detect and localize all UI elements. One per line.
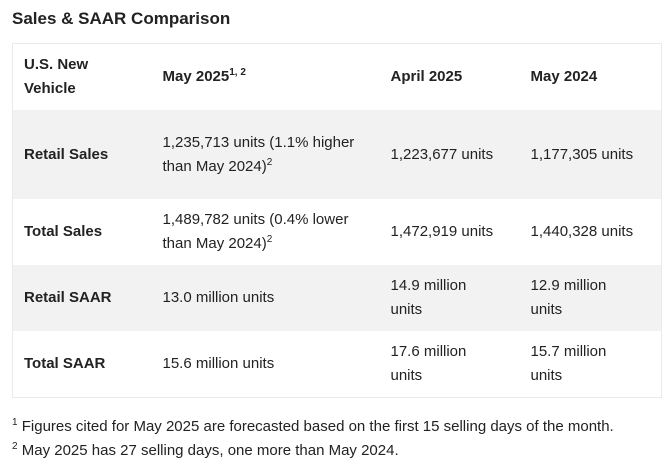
header-may-2025: May 20251, 2 bbox=[162, 67, 246, 86]
header-vehicle: U.S. New Vehicle bbox=[24, 56, 89, 97]
cell-may-2025: 15.6 million units bbox=[162, 355, 275, 372]
cell-may-2025: 13.0 million units bbox=[162, 289, 275, 306]
cell-april-2025: 14.9 million units bbox=[390, 277, 467, 318]
cell-april-2025: 1,223,677 units bbox=[390, 145, 494, 163]
row-label: Total Sales bbox=[24, 223, 103, 240]
header-april-2025: April 2025 bbox=[390, 68, 463, 85]
cell-april-2025: 17.6 million units bbox=[390, 343, 467, 384]
cell-may-2024: 1,440,328 units bbox=[530, 223, 634, 240]
table-header-row: U.S. New Vehicle May 20251, 2 April 2025… bbox=[13, 44, 662, 111]
header-may-2024: May 2024 bbox=[530, 68, 598, 85]
table-row: Total SAAR 15.6 million units 17.6 milli… bbox=[13, 331, 662, 398]
sales-saar-table: U.S. New Vehicle May 20251, 2 April 2025… bbox=[12, 43, 662, 398]
table-row: Retail Sales 1,235,713 units (1.1% highe… bbox=[12, 110, 662, 199]
cell-may-2024: 1,177,305 units bbox=[530, 145, 634, 163]
page-title: Sales & SAAR Comparison bbox=[12, 9, 231, 28]
table-row: Total Sales 1,489,782 units (0.4% lower … bbox=[13, 199, 662, 265]
row-label: Retail Sales bbox=[24, 145, 109, 163]
footnote-1: 1 Figures cited for May 2025 are forecas… bbox=[12, 417, 614, 436]
row-label: Total SAAR bbox=[24, 355, 106, 372]
row-label: Retail SAAR bbox=[24, 289, 112, 306]
footnote-2: 2 May 2025 has 27 selling days, one more… bbox=[12, 441, 399, 460]
cell-april-2025: 1,472,919 units bbox=[390, 223, 494, 240]
cell-may-2024: 15.7 million units bbox=[530, 343, 607, 384]
cell-may-2025: 1,235,713 units (1.1% higher than May 20… bbox=[162, 133, 355, 175]
cell-may-2024: 12.9 million units bbox=[530, 277, 607, 318]
cell-may-2025: 1,489,782 units (0.4% lower than May 202… bbox=[162, 211, 349, 252]
table-row: Retail SAAR 13.0 million units 14.9 mill… bbox=[12, 265, 662, 331]
